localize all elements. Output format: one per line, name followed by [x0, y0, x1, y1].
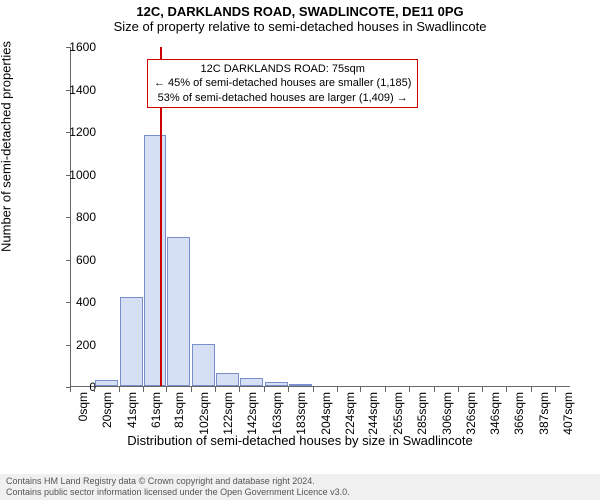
chart-wrap: Number of semi-detached properties 12C D…	[0, 42, 600, 472]
histogram-bar	[216, 373, 239, 386]
x-tick-mark	[143, 387, 144, 392]
y-tick-label: 200	[56, 338, 96, 352]
histogram-bar	[265, 382, 288, 386]
x-tick-label: 326sqm	[464, 392, 478, 438]
histogram-bar	[240, 378, 263, 387]
histogram-bar	[167, 237, 190, 386]
x-tick-mark	[288, 387, 289, 392]
x-tick-mark	[409, 387, 410, 392]
x-tick-label: 366sqm	[512, 392, 526, 438]
x-tick-mark	[70, 387, 71, 392]
chart-title-address: 12C, DARKLANDS ROAD, SWADLINCOTE, DE11 0…	[0, 4, 600, 19]
footer-line-1: Contains HM Land Registry data © Crown c…	[6, 476, 594, 487]
y-tick-label: 1600	[56, 40, 96, 54]
infobox-line-1: 12C DARKLANDS ROAD: 75sqm	[154, 62, 411, 76]
x-tick-label: 244sqm	[366, 392, 380, 438]
x-tick-label: 41sqm	[125, 392, 139, 438]
x-tick-label: 122sqm	[221, 392, 235, 438]
infobox-line-3: 53% of semi-detached houses are larger (…	[154, 91, 411, 105]
histogram-bar	[144, 135, 167, 386]
x-tick-label: 387sqm	[537, 392, 551, 438]
chart-title-block: 12C, DARKLANDS ROAD, SWADLINCOTE, DE11 0…	[0, 0, 600, 34]
x-tick-label: 224sqm	[343, 392, 357, 438]
histogram-bar	[120, 297, 143, 386]
x-tick-mark	[385, 387, 386, 392]
x-tick-mark	[458, 387, 459, 392]
x-tick-mark	[94, 387, 95, 392]
x-tick-label: 20sqm	[100, 392, 114, 438]
x-tick-label: 142sqm	[245, 392, 259, 438]
histogram-bar	[192, 344, 215, 387]
x-tick-label: 346sqm	[488, 392, 502, 438]
y-tick-label: 1400	[56, 83, 96, 97]
x-tick-mark	[191, 387, 192, 392]
x-tick-mark	[506, 387, 507, 392]
x-tick-label: 265sqm	[391, 392, 405, 438]
property-info-box: 12C DARKLANDS ROAD: 75sqm ← 45% of semi-…	[147, 59, 418, 108]
plot-area: 12C DARKLANDS ROAD: 75sqm ← 45% of semi-…	[70, 47, 570, 387]
y-tick-label: 400	[56, 295, 96, 309]
x-tick-mark	[166, 387, 167, 392]
y-axis-label: Number of semi-detached properties	[0, 41, 14, 252]
x-tick-label: 183sqm	[294, 392, 308, 438]
histogram-bar	[95, 380, 118, 386]
x-tick-mark	[264, 387, 265, 392]
x-tick-label: 81sqm	[172, 392, 186, 438]
x-tick-label: 102sqm	[197, 392, 211, 438]
x-tick-label: 163sqm	[270, 392, 284, 438]
x-tick-label: 285sqm	[415, 392, 429, 438]
x-tick-label: 0sqm	[76, 392, 90, 438]
x-tick-mark	[313, 387, 314, 392]
x-tick-label: 204sqm	[319, 392, 333, 438]
chart-subtitle: Size of property relative to semi-detach…	[0, 19, 600, 34]
histogram-bar	[289, 384, 312, 386]
x-tick-mark	[434, 387, 435, 392]
x-tick-mark	[555, 387, 556, 392]
y-tick-label: 600	[56, 253, 96, 267]
x-tick-mark	[482, 387, 483, 392]
x-tick-mark	[531, 387, 532, 392]
x-tick-mark	[360, 387, 361, 392]
x-tick-mark	[215, 387, 216, 392]
x-tick-mark	[119, 387, 120, 392]
footer-attribution: Contains HM Land Registry data © Crown c…	[0, 474, 600, 500]
x-tick-mark	[337, 387, 338, 392]
y-tick-label: 1200	[56, 125, 96, 139]
y-tick-label: 1000	[56, 168, 96, 182]
x-tick-label: 407sqm	[561, 392, 575, 438]
infobox-line-2: ← 45% of semi-detached houses are smalle…	[154, 76, 411, 90]
x-tick-mark	[239, 387, 240, 392]
x-tick-label: 306sqm	[440, 392, 454, 438]
footer-line-2: Contains public sector information licen…	[6, 487, 594, 498]
x-tick-label: 61sqm	[149, 392, 163, 438]
y-tick-label: 800	[56, 210, 96, 224]
